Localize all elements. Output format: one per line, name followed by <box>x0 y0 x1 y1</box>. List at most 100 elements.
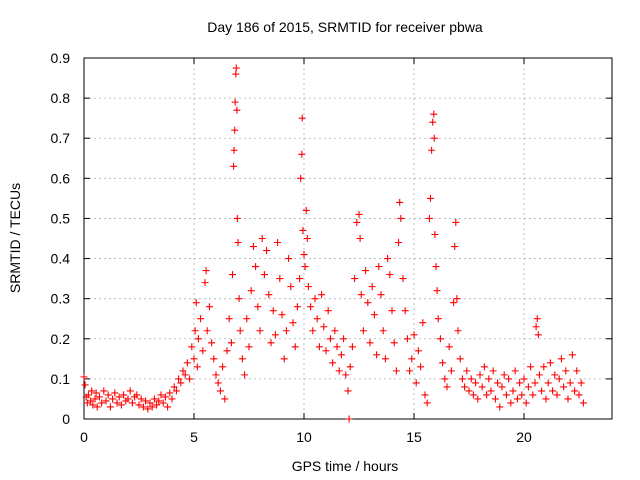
data-point <box>377 291 385 299</box>
data-point <box>142 397 150 405</box>
data-point <box>159 399 167 407</box>
data-point <box>128 399 136 407</box>
data-point <box>249 243 257 251</box>
x-tick-label: 0 <box>80 429 88 445</box>
data-point <box>551 371 559 379</box>
data-point <box>410 331 418 339</box>
data-point <box>489 367 497 375</box>
data-point <box>289 319 297 327</box>
data-point <box>113 399 121 407</box>
data-point <box>494 379 502 387</box>
y-tick-label: 0.6 <box>51 170 71 186</box>
data-point <box>345 415 353 423</box>
data-point <box>355 210 363 218</box>
data-point <box>227 339 235 347</box>
data-point <box>467 375 475 383</box>
data-point <box>502 391 510 399</box>
y-tick-label: 0 <box>62 411 70 427</box>
data-point <box>271 331 279 339</box>
data-point <box>553 391 561 399</box>
data-point <box>230 146 238 154</box>
data-point <box>231 98 239 106</box>
data-point <box>84 391 92 399</box>
tick-layer: 0 0.1 0.2 0.3 0.4 0.5 0.6 0.7 0.8 0.9 0 5 10 15 20 <box>51 50 612 445</box>
data-point <box>223 347 231 355</box>
data-point <box>302 206 310 214</box>
data-point <box>293 303 301 311</box>
data-point <box>421 391 429 399</box>
data-point <box>303 235 311 242</box>
data-point <box>575 391 583 399</box>
data-point <box>254 303 262 311</box>
data-point <box>212 371 220 379</box>
data-point <box>210 355 218 363</box>
data-point <box>388 307 396 315</box>
data-point <box>538 387 546 395</box>
data-point <box>258 235 266 242</box>
data-point <box>326 335 334 343</box>
data-point <box>300 251 308 259</box>
data-point <box>177 379 185 387</box>
data-point <box>148 403 156 411</box>
data-point <box>447 367 455 375</box>
x-tick-label: 10 <box>296 429 312 445</box>
data-point <box>366 339 374 347</box>
data-point <box>192 299 200 307</box>
data-point <box>527 363 535 371</box>
data-point <box>461 383 469 391</box>
data-point <box>386 271 394 279</box>
data-point <box>168 395 176 403</box>
y-axis-label: SRMTID / TECUs <box>7 183 23 293</box>
y-tick-label: 0.2 <box>51 331 71 347</box>
data-point <box>95 393 103 401</box>
data-point <box>534 331 542 339</box>
data-point <box>520 375 528 383</box>
data-point <box>562 367 570 375</box>
data-point <box>307 303 315 311</box>
data-point <box>267 339 275 347</box>
data-point <box>233 106 241 114</box>
data-point <box>100 387 108 395</box>
data-point <box>454 327 462 335</box>
data-point <box>335 367 343 375</box>
data-point <box>555 375 563 383</box>
data-point <box>172 387 180 395</box>
data-point <box>505 375 513 383</box>
data-point <box>370 311 378 319</box>
data-point <box>278 311 286 319</box>
data-point <box>188 343 196 351</box>
data-point <box>234 239 242 247</box>
data-point <box>247 287 255 295</box>
data-point <box>522 399 530 407</box>
data-point <box>87 397 95 405</box>
data-point <box>419 319 427 327</box>
data-point <box>199 347 207 355</box>
data-point <box>474 395 482 403</box>
data-point <box>161 393 169 401</box>
data-point <box>412 379 420 387</box>
grid-layer <box>84 58 612 419</box>
data-point <box>399 275 407 283</box>
data-point <box>175 375 183 383</box>
data-point <box>238 355 246 363</box>
data-point <box>88 387 96 395</box>
data-point <box>507 399 515 407</box>
data-point <box>518 391 526 399</box>
data-point <box>458 375 466 383</box>
data-point <box>276 275 284 283</box>
data-point <box>304 283 312 291</box>
data-point <box>333 343 341 351</box>
data-point <box>124 395 132 403</box>
data-point <box>430 134 438 142</box>
data-point <box>430 110 438 118</box>
data-point <box>324 307 332 315</box>
data-point <box>433 287 441 295</box>
data-point <box>557 355 565 363</box>
x-tick-label: 15 <box>406 429 422 445</box>
data-point <box>225 315 233 323</box>
data-point <box>115 393 123 401</box>
data-point <box>263 247 271 255</box>
data-point <box>309 327 317 335</box>
data-point <box>496 403 504 411</box>
data-point <box>80 373 88 381</box>
